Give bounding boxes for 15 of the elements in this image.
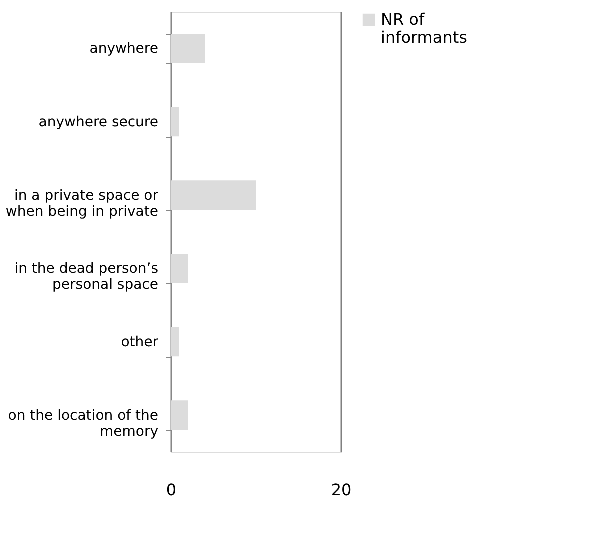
x-tick-label: 0 bbox=[166, 480, 177, 500]
y-tick-label: anywhere secure bbox=[38, 114, 158, 130]
bar bbox=[171, 400, 188, 430]
bar bbox=[171, 34, 205, 64]
y-tick-label: anywhere bbox=[90, 41, 158, 58]
x-tick-label: 20 bbox=[331, 480, 352, 500]
y-tick-label: in a private space or when being in private bbox=[6, 188, 159, 220]
bar bbox=[171, 180, 256, 210]
legend-label: NR of informants bbox=[381, 10, 468, 47]
bar bbox=[171, 327, 180, 357]
y-tick-label: other bbox=[121, 334, 159, 350]
y-tick-label: in the dead person’s personal space bbox=[14, 261, 158, 294]
bar bbox=[171, 107, 180, 137]
y-tick-label: on the location of the memory bbox=[8, 408, 158, 440]
bar bbox=[171, 254, 188, 284]
